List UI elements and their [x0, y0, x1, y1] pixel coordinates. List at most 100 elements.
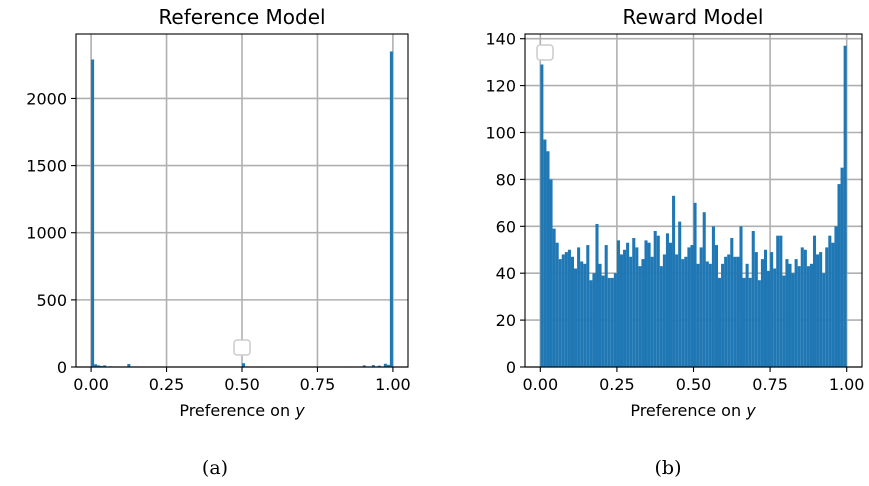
histogram-bar — [773, 268, 777, 367]
y-tick-label: 1500 — [26, 157, 67, 176]
histogram-bar — [386, 364, 390, 367]
y-tick-label: 120 — [485, 77, 516, 96]
histogram-bar — [659, 266, 663, 367]
x-tick-label: 0.00 — [523, 375, 559, 394]
histogram-bar — [650, 256, 654, 367]
histogram-bar — [831, 242, 835, 367]
x-tick-label: 0.75 — [300, 375, 336, 394]
histogram-bar — [794, 259, 798, 367]
histogram-bar — [770, 252, 774, 367]
histogram-bar — [785, 259, 789, 367]
x-axis-label: Preference on y — [179, 401, 305, 420]
panel-reference-model: 0.00 0.25 0.50 0.75 1.00 0 500 1000 1500 2000 Ref… — [26, 5, 410, 479]
histogram-bar — [675, 254, 679, 367]
histogram-bar — [690, 245, 694, 367]
histogram-bar — [754, 252, 758, 367]
panel-reward-model: 0.00 0.25 0.50 0.75 1.00 0 20 40 60 80 100 120 140 R… — [485, 5, 864, 479]
histogram-bar — [711, 226, 715, 367]
histogram-bar — [825, 247, 829, 367]
histogram-bar — [843, 45, 847, 368]
empty-legend-box — [233, 339, 251, 356]
histogram-bar — [708, 263, 712, 367]
histogram-bar — [797, 266, 801, 367]
histogram-bar — [779, 235, 783, 367]
histogram-bar — [577, 247, 581, 367]
histogram-bar — [610, 277, 614, 367]
histogram-bar — [616, 240, 620, 367]
histogram-bar — [635, 247, 639, 367]
histogram-bar — [638, 266, 642, 367]
histogram-bar — [748, 277, 752, 367]
histogram-bar — [540, 64, 544, 368]
histogram-bar — [696, 263, 700, 367]
histogram-bar — [103, 365, 107, 367]
axis-ticks: 0.00 0.25 0.50 0.75 1.00 0 500 1000 1500 2000 — [26, 89, 410, 394]
histogram-bars — [540, 45, 847, 368]
histogram-bar — [733, 256, 737, 367]
histogram-bar — [767, 270, 771, 367]
histogram-bar — [647, 242, 651, 367]
histogram-bar — [242, 363, 246, 367]
histogram-bar — [739, 226, 743, 367]
histogram-bar — [546, 151, 550, 367]
histogram-bar — [656, 235, 660, 367]
histogram-bar — [699, 247, 703, 367]
histogram-bar — [803, 249, 807, 367]
histogram-bar — [834, 226, 838, 367]
y-tick-label: 500 — [36, 291, 67, 310]
histogram-bar — [632, 238, 636, 367]
histogram-bar — [714, 245, 719, 367]
histogram-bar — [555, 242, 559, 367]
histogram-bar — [623, 249, 627, 367]
histogram-bar — [745, 263, 749, 367]
histogram-bar — [812, 235, 817, 367]
x-tick-label: 1.00 — [829, 375, 865, 394]
histogram-bar — [828, 235, 832, 367]
y-tick-label: 80 — [496, 170, 516, 189]
histogram-bar — [822, 273, 826, 367]
histogram-bar — [736, 256, 740, 367]
y-tick-label: 2000 — [26, 89, 67, 108]
x-tick-label: 0.50 — [224, 375, 260, 394]
histogram-bar — [730, 238, 734, 367]
histogram-bar — [570, 256, 575, 367]
histogram-bar — [672, 195, 676, 367]
histogram-bar — [751, 230, 755, 367]
histogram-bar — [763, 249, 768, 367]
chart-title: Reference Model — [158, 5, 325, 29]
histogram-bar — [702, 212, 706, 367]
histogram-bar — [589, 280, 593, 367]
histogram-bar — [91, 59, 95, 368]
histogram-bar — [837, 184, 841, 367]
histogram-bar — [791, 273, 795, 367]
histogram-bar — [665, 233, 669, 367]
histogram-bar — [574, 268, 578, 367]
y-tick-label: 60 — [496, 217, 516, 236]
y-tick-label: 100 — [485, 123, 516, 142]
histogram-bar — [552, 228, 556, 367]
histogram-bar — [776, 235, 780, 367]
histogram-bar — [641, 259, 645, 367]
histogram-bar — [586, 245, 590, 367]
histogram-bar — [727, 254, 731, 367]
histogram-bar — [693, 202, 697, 367]
y-tick-label: 0 — [57, 358, 67, 377]
histogram-bar — [389, 51, 393, 367]
y-tick-label: 20 — [496, 311, 516, 330]
histogram-bar — [371, 365, 375, 367]
histogram-bar — [543, 139, 547, 367]
histogram-bar — [757, 280, 761, 367]
histogram-bar — [662, 254, 666, 367]
y-tick-label: 0 — [506, 358, 516, 377]
y-tick-label: 140 — [485, 30, 516, 49]
empty-legend-box — [536, 44, 554, 61]
histogram-bar — [788, 263, 792, 367]
histogram-bar — [819, 252, 823, 367]
histogram-bar — [604, 245, 608, 367]
histogram-bar — [549, 179, 553, 367]
histogram-bar — [721, 263, 725, 367]
histogram-bar — [668, 242, 673, 367]
histogram-bar — [782, 275, 786, 367]
histogram-bar — [687, 247, 691, 367]
